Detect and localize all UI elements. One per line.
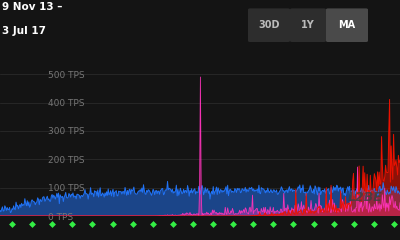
Text: MA: MA [338,20,356,30]
Text: 9 Nov 13 –: 9 Nov 13 – [2,2,62,12]
Text: 3 Jul 17: 3 Jul 17 [2,26,46,36]
Text: L2BE: L2BE [347,191,382,204]
Text: 30D: 30D [258,20,280,30]
Text: 1Y: 1Y [301,20,315,30]
